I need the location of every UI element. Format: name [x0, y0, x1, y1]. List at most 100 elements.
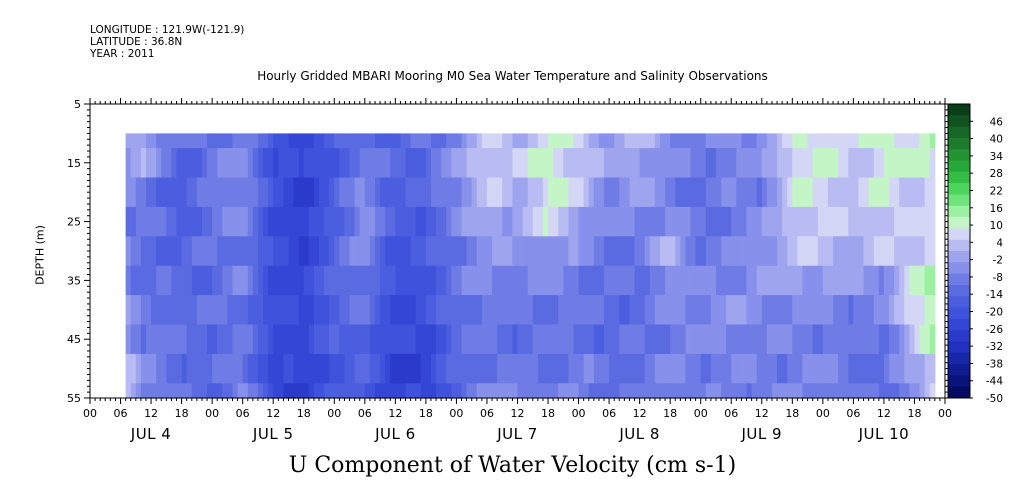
heatmap-cell [278, 295, 284, 326]
heatmap-cell [456, 295, 463, 326]
heatmap-cell [313, 265, 320, 296]
heatmap-cell [405, 236, 412, 267]
heatmap-cell [710, 383, 717, 399]
heatmap-cell [660, 148, 666, 179]
heatmap-cell [812, 383, 819, 399]
heatmap-cell [151, 177, 157, 208]
heatmap-cell [609, 324, 615, 355]
heatmap-cell [227, 295, 234, 326]
heatmap-cell [542, 133, 549, 149]
heatmap-cell [395, 353, 402, 384]
heatmap-cell [471, 265, 478, 296]
heatmap-cell [257, 236, 264, 267]
heatmap-cell [151, 133, 157, 149]
heatmap-cell [909, 236, 916, 267]
heatmap-cell [680, 353, 687, 384]
heatmap-cell [822, 295, 829, 326]
heatmap-cell [308, 133, 315, 149]
heatmap-cell [273, 295, 279, 326]
heatmap-cell [542, 148, 549, 179]
heatmap-cell [232, 383, 239, 399]
heatmap-cell [140, 324, 147, 355]
heatmap-cell [873, 206, 880, 237]
heatmap-cell [843, 177, 849, 208]
heatmap-cell [619, 383, 625, 399]
heatmap-cell [670, 148, 676, 179]
heatmap-cell [843, 353, 849, 384]
heatmap-cell [303, 353, 310, 384]
heatmap-cell [395, 148, 402, 179]
heatmap-cell [349, 236, 356, 267]
heatmap-cell [308, 177, 315, 208]
heatmap-cell [700, 148, 707, 179]
heatmap-cell [436, 133, 442, 149]
heatmap-cell [634, 133, 641, 149]
heatmap-cell [466, 133, 473, 149]
heatmap-cell [176, 383, 183, 399]
heatmap-cell [466, 236, 473, 267]
heatmap-cell [598, 148, 605, 179]
heatmap-cell [614, 265, 620, 296]
heatmap-cell [731, 148, 737, 179]
heatmap-cell [339, 353, 346, 384]
heatmap-cell [858, 177, 865, 208]
heatmap-cell [746, 206, 753, 237]
heatmap-cell [359, 148, 366, 179]
heatmap-cell [140, 177, 147, 208]
heatmap-cell [695, 353, 702, 384]
heatmap-cell [242, 265, 249, 296]
colorbar-swatch [948, 251, 970, 263]
heatmap-cell [660, 295, 666, 326]
heatmap-cell [329, 133, 335, 149]
heatmap-cell [420, 236, 427, 267]
heatmap-cell [726, 324, 732, 355]
heatmap-cell [354, 177, 361, 208]
heatmap-cell [476, 383, 483, 399]
heatmap-cell [909, 133, 916, 149]
heatmap-cell [644, 177, 651, 208]
heatmap-cell [827, 177, 834, 208]
heatmap-cell [161, 324, 167, 355]
heatmap-cell [644, 206, 651, 237]
heatmap-cell [756, 206, 763, 237]
heatmap-cell [298, 177, 305, 208]
heatmap-cell [705, 324, 712, 355]
heatmap-cell [578, 295, 585, 326]
heatmap-cell [690, 133, 697, 149]
heatmap-cell [125, 236, 132, 267]
heatmap-cell [568, 148, 575, 179]
heatmap-cell [827, 353, 834, 384]
heatmap-cell [425, 383, 432, 399]
heatmap-cell [644, 148, 651, 179]
heatmap-cell [430, 295, 437, 326]
heatmap-cell [700, 383, 707, 399]
heatmap-cell [878, 206, 885, 237]
heatmap-cell [130, 265, 137, 296]
heatmap-cell [217, 236, 223, 267]
x-hour-tick-label: 06 [480, 407, 494, 420]
heatmap-cell [268, 177, 274, 208]
heatmap-cell [868, 265, 875, 296]
heatmap-cell [838, 206, 844, 237]
heatmap-cell [441, 295, 447, 326]
heatmap-cell [161, 295, 167, 326]
heatmap-cell [629, 133, 636, 149]
heatmap-cell [924, 177, 931, 208]
heatmap-cell [873, 383, 880, 399]
heatmap-cell [247, 148, 254, 179]
heatmap-cell [817, 383, 824, 399]
heatmap-cell [924, 133, 931, 149]
heatmap-cell [771, 353, 778, 384]
heatmap-cell [227, 206, 234, 237]
heatmap-cell [166, 177, 173, 208]
heatmap-cell [771, 133, 778, 149]
heatmap-cell [344, 177, 351, 208]
heatmap-cell [858, 236, 865, 267]
heatmap-cell [542, 295, 549, 326]
heatmap-cell [736, 353, 743, 384]
heatmap-cell [369, 383, 376, 399]
heatmap-cell [400, 177, 407, 208]
heatmap-cell [166, 206, 173, 237]
heatmap-cell [807, 353, 814, 384]
heatmap-cell [242, 383, 249, 399]
